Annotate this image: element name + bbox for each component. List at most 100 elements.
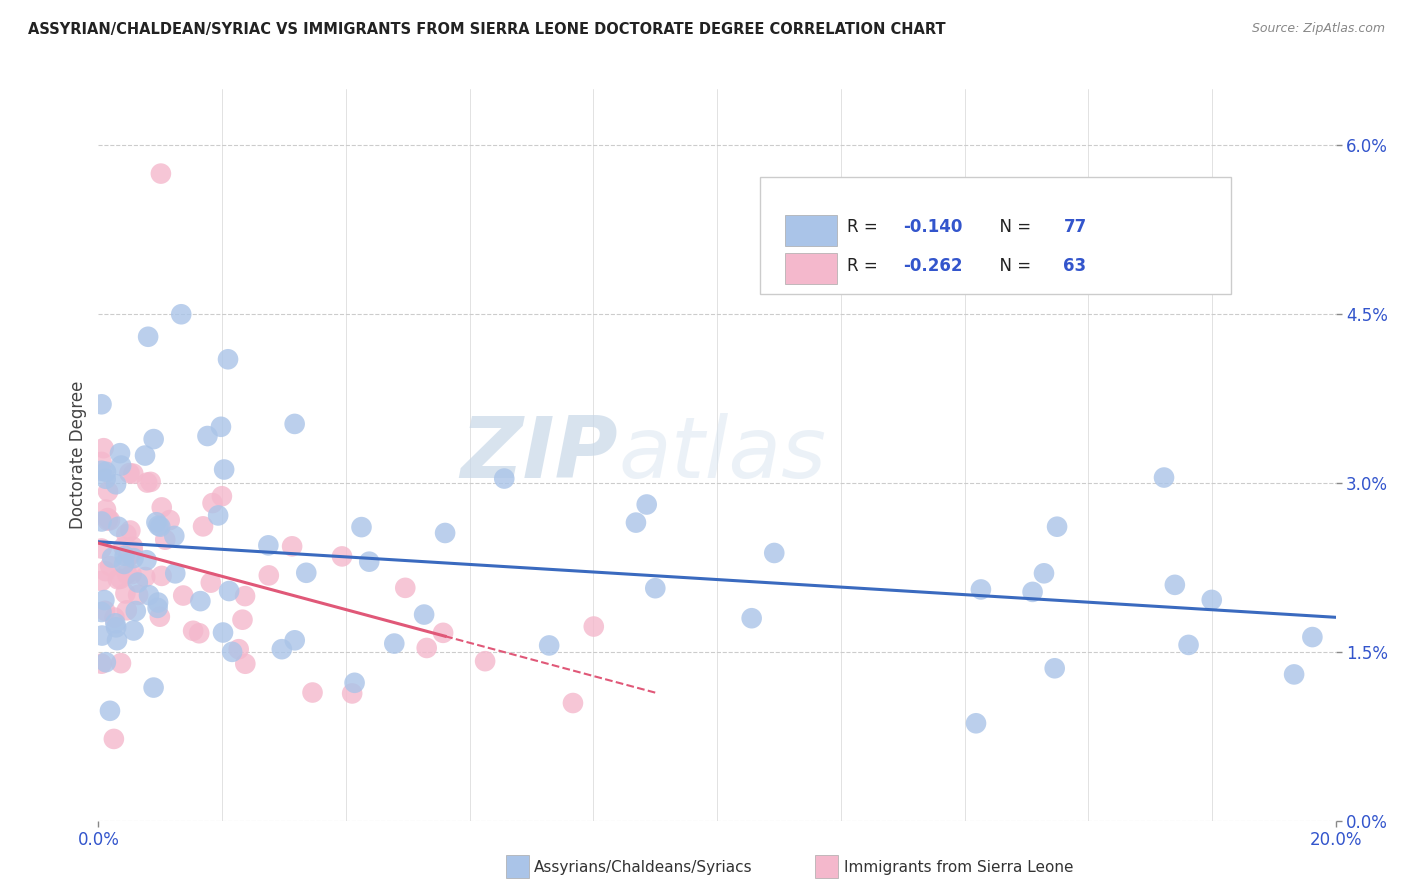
Point <box>136 330 159 344</box>
Point <box>118 466 141 480</box>
Point <box>94 655 117 669</box>
Point <box>104 616 127 631</box>
Text: R =: R = <box>846 219 883 236</box>
Point <box>201 496 224 510</box>
Point <box>122 544 145 558</box>
Point <box>207 508 229 523</box>
Point <box>197 429 219 443</box>
Point <box>94 502 117 516</box>
Point <box>209 419 232 434</box>
Point <box>212 625 235 640</box>
Text: N =: N = <box>990 257 1036 276</box>
Point <box>115 603 138 617</box>
Point <box>188 626 211 640</box>
Point <box>117 549 139 564</box>
Point <box>139 475 162 489</box>
Point <box>138 588 160 602</box>
Point <box>295 566 318 580</box>
Point <box>101 550 124 565</box>
Point <box>343 675 366 690</box>
Point <box>228 642 250 657</box>
Point <box>105 633 128 648</box>
Point <box>582 619 605 633</box>
Point <box>494 471 516 485</box>
Text: ASSYRIAN/CHALDEAN/SYRIAC VS IMMIGRANTS FROM SIERRA LEONE DOCTORATE DEGREE CORREL: ASSYRIAN/CHALDEAN/SYRIAC VS IMMIGRANTS F… <box>28 22 946 37</box>
Point <box>110 656 132 670</box>
Text: 77: 77 <box>1063 219 1087 236</box>
Point <box>120 549 142 563</box>
Point <box>98 559 121 574</box>
Point <box>115 566 138 581</box>
Point <box>165 566 187 581</box>
FancyBboxPatch shape <box>785 215 837 245</box>
Point <box>434 526 457 541</box>
Text: Immigrants from Sierra Leone: Immigrants from Sierra Leone <box>844 860 1073 874</box>
Point <box>90 397 112 411</box>
Point <box>538 639 561 653</box>
Point <box>257 568 280 582</box>
Text: -0.262: -0.262 <box>903 257 962 276</box>
Point <box>103 731 125 746</box>
Point <box>644 581 666 595</box>
Point <box>103 610 125 624</box>
Point <box>233 657 256 671</box>
Point <box>301 685 323 699</box>
Point <box>90 464 112 478</box>
Point <box>763 546 786 560</box>
Point <box>1033 566 1056 581</box>
Point <box>97 514 120 528</box>
Point <box>134 570 156 584</box>
Text: -0.140: -0.140 <box>903 219 962 236</box>
Point <box>150 500 173 515</box>
Point <box>281 539 304 553</box>
Point <box>970 582 993 597</box>
Point <box>562 696 585 710</box>
FancyBboxPatch shape <box>785 253 837 284</box>
Point <box>112 540 135 554</box>
Point <box>90 541 112 556</box>
Point <box>90 657 112 671</box>
Point <box>97 484 120 499</box>
Point <box>1046 519 1069 533</box>
Point <box>270 642 292 657</box>
Point <box>221 645 243 659</box>
Point <box>965 716 987 731</box>
Text: Source: ZipAtlas.com: Source: ZipAtlas.com <box>1251 22 1385 36</box>
Point <box>125 604 148 618</box>
FancyBboxPatch shape <box>761 177 1230 294</box>
Point <box>636 498 658 512</box>
Point <box>155 533 177 547</box>
Point <box>107 572 129 586</box>
Text: ZIP: ZIP <box>460 413 619 497</box>
Point <box>284 633 307 648</box>
Point <box>217 352 239 367</box>
Point <box>413 607 436 622</box>
Point <box>98 513 121 527</box>
Point <box>394 581 416 595</box>
Point <box>94 564 117 578</box>
Point <box>159 513 181 527</box>
Point <box>105 620 128 634</box>
Point <box>121 567 143 582</box>
Point <box>90 605 112 619</box>
Point <box>110 572 132 586</box>
Point <box>1153 470 1175 484</box>
Point <box>145 515 167 529</box>
Point <box>127 588 149 602</box>
Point <box>149 167 172 181</box>
Point <box>231 613 253 627</box>
Point <box>94 472 117 486</box>
Point <box>108 446 131 460</box>
Point <box>146 595 169 609</box>
Text: N =: N = <box>990 219 1036 236</box>
Point <box>200 575 222 590</box>
Point <box>146 600 169 615</box>
Point <box>120 524 142 538</box>
Point <box>115 527 138 541</box>
Point <box>122 624 145 638</box>
Point <box>1282 667 1305 681</box>
Text: atlas: atlas <box>619 413 827 497</box>
Point <box>142 432 165 446</box>
Point <box>135 553 157 567</box>
Point <box>1043 661 1066 675</box>
